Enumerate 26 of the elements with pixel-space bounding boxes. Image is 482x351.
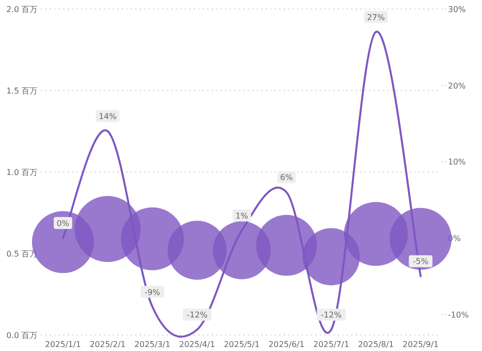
data-label: -5%: [412, 257, 429, 266]
y-tick-label: 1.5 百万: [6, 86, 38, 96]
x-tick-label: 2025/6/1: [268, 340, 304, 349]
data-label: 1%: [235, 211, 249, 220]
x-tick-label: 2025/1/1: [44, 340, 81, 349]
data-label: -9%: [144, 288, 161, 297]
x-tick-label: 2025/5/1: [224, 340, 260, 349]
x-tick-label: 2025/4/1: [179, 340, 216, 349]
y2-tick-label: 30%: [448, 5, 466, 14]
x-tick-label: 2025/7/1: [313, 340, 350, 349]
data-label: 14%: [98, 112, 117, 122]
data-label: 27%: [367, 12, 386, 22]
y-tick-label: 0.0 百万: [6, 331, 38, 340]
data-label: 6%: [280, 173, 294, 182]
data-label: 0%: [56, 219, 70, 228]
y2-tick-label: -10%: [448, 310, 470, 320]
x-tick-label: 2025/2/1: [90, 340, 126, 349]
data-label: -12%: [186, 310, 208, 320]
x-tick-label: 2025/3/1: [134, 340, 170, 349]
y2-tick-label: 10%: [448, 158, 466, 167]
y-tick-label: 2.0 百万: [6, 5, 38, 14]
x-tick-label: 2025/9/1: [402, 340, 439, 349]
data-label: -12%: [320, 310, 342, 320]
y-tick-label: 1.0 百万: [6, 168, 38, 177]
x-tick-label: 2025/8/1: [358, 340, 394, 349]
y2-tick-label: 20%: [448, 81, 466, 90]
